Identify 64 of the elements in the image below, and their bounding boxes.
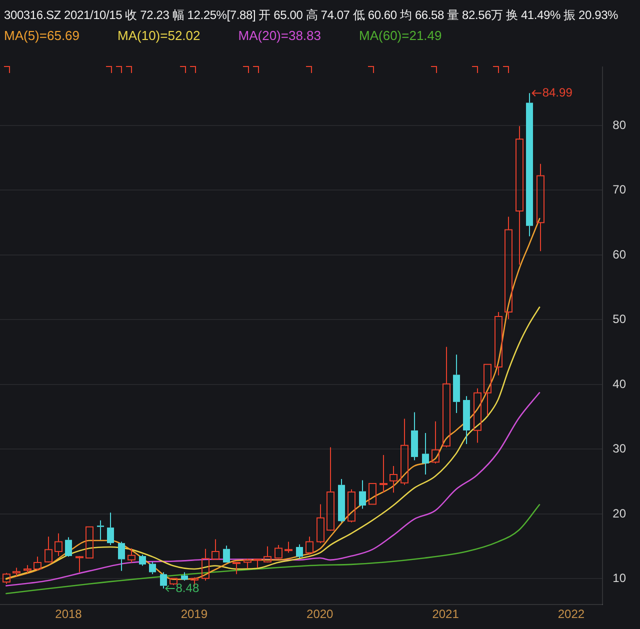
x-tick-label: 2019: [180, 607, 208, 622]
candlestick: [536, 163, 544, 252]
candlestick: [181, 572, 188, 582]
candlestick: [34, 556, 42, 571]
candlestick: [244, 558, 252, 569]
candlestick: [149, 561, 156, 575]
candlestick: [442, 346, 450, 448]
candlestick: [516, 126, 524, 266]
y-tick-label: 80: [612, 118, 626, 132]
y-tick-label: 50: [612, 312, 626, 326]
candlestick: [400, 418, 408, 486]
candlestick: [390, 466, 398, 494]
x-tick-label: 2021: [432, 607, 460, 622]
candlestick: [107, 512, 114, 546]
candlestick: [411, 412, 418, 461]
candlestick: [380, 454, 388, 494]
x-tick-label: 2022: [558, 607, 585, 622]
candlestick: [284, 541, 292, 554]
candlestick: [44, 536, 52, 562]
candlestick: [76, 556, 84, 573]
candlestick: [65, 536, 72, 556]
line-series: [5, 306, 540, 580]
y-tick-label: 30: [612, 442, 626, 456]
line-series: [5, 217, 540, 580]
candlestick: [359, 480, 366, 510]
candlestick: [202, 548, 210, 582]
text: MA(10)=52.02: [118, 28, 200, 43]
x-tick-label: 2020: [306, 607, 334, 622]
candlestick: [316, 504, 324, 544]
candlestick: [432, 420, 440, 464]
y-tick-label: 10: [612, 571, 626, 586]
line-series: [5, 504, 540, 594]
y-tick-label: 70: [612, 182, 626, 197]
text: MA(60)=21.49: [359, 28, 442, 43]
candlestick: [118, 541, 125, 572]
candlestick: [160, 572, 167, 590]
candlestick: [223, 545, 230, 563]
candlestick: [139, 554, 146, 566]
candlestick: [54, 532, 62, 557]
candlestick: [212, 538, 220, 560]
candlestick: [422, 432, 429, 475]
candlestick: [484, 364, 492, 416]
candlestick: [264, 546, 272, 562]
y-tick-label: 60: [612, 247, 626, 262]
candlestick: [97, 520, 104, 540]
candlestick: [326, 446, 334, 531]
candlestick: [128, 548, 136, 564]
annotation: 8.48: [176, 580, 200, 595]
y-tick-label: 20: [612, 506, 626, 520]
candlestick: [504, 216, 512, 320]
chart-title: 300316.SZ 2021/10/15 收 72.23 幅 12.25%[7.88] 开 65.00 高 74.07 低 60.60 均 66.58 量 82.56万 换 41.49% 振 20.93%: [4, 7, 618, 24]
candlestick: [494, 311, 502, 376]
candlestick: [453, 354, 460, 414]
y-tick-label: 40: [612, 376, 626, 391]
candlestick: [296, 544, 303, 558]
candlestick: [526, 92, 533, 237]
x-tick-label: 2018: [55, 607, 82, 622]
candlestick: [463, 396, 470, 445]
candlestick: [474, 388, 482, 444]
text: MA(20)=38.83: [238, 28, 322, 43]
candlestick: [338, 478, 345, 523]
text: MA(5)=65.69: [4, 28, 80, 43]
annotation: 84.99: [542, 85, 573, 100]
candlestick: [232, 562, 240, 575]
